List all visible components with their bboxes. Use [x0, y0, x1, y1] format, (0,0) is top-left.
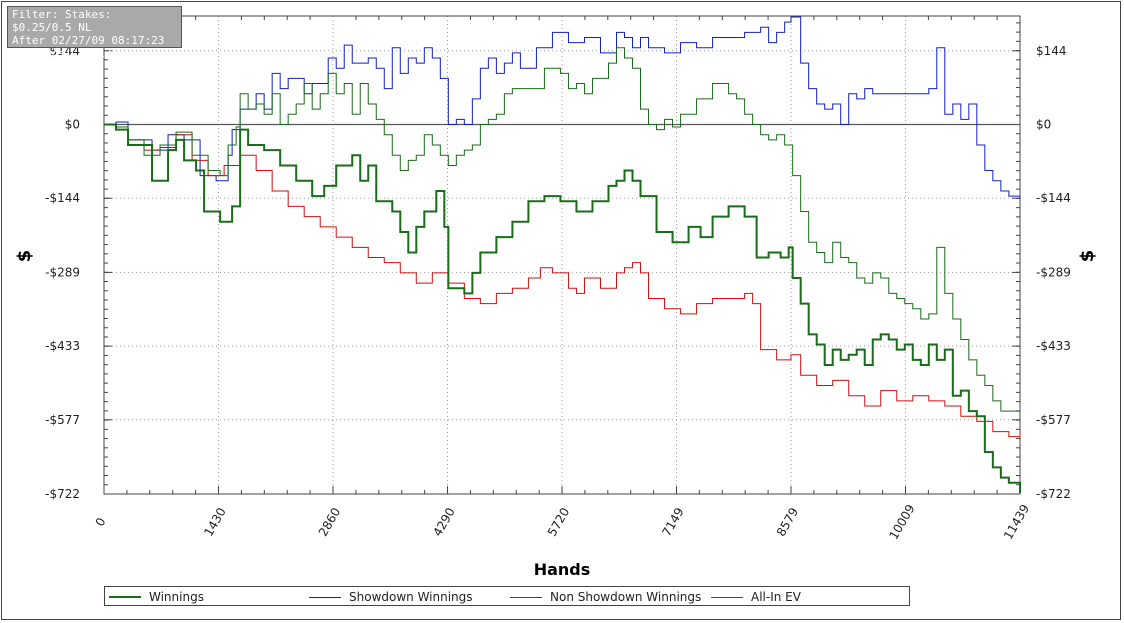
x-tick-label: 11439 — [1001, 502, 1032, 542]
y-tick-label-left: $0 — [65, 117, 80, 131]
legend-swatch-showdown-winnings — [309, 596, 341, 598]
y-tick-label-right: $0 — [1036, 117, 1051, 131]
tick-layer — [103, 16, 1021, 495]
series-winnings-line — [104, 123, 1021, 493]
x-tick-label: 8579 — [774, 505, 801, 538]
x-tick-label: 4290 — [430, 505, 457, 538]
legend-label-showdown-winnings: Showdown Winnings — [349, 590, 473, 604]
y-tick-label-right: $144 — [1036, 44, 1067, 58]
grid-layer — [104, 16, 1020, 494]
x-tick-label: 1430 — [201, 505, 228, 538]
legend-item-non-showdown-winnings: Non Showdown Winnings — [510, 589, 701, 605]
x-axis-title: Hands — [534, 560, 591, 579]
y-tick-label-left: -$577 — [45, 413, 80, 427]
y-tick-label-right: -$433 — [1036, 339, 1071, 353]
x-tick-label: 2860 — [316, 505, 343, 538]
series-layer — [104, 16, 1021, 493]
legend-item-all-in-ev: All-In EV — [711, 589, 801, 605]
legend-swatch-non-showdown-winnings — [510, 596, 542, 598]
y-axis-title-right: $ — [1077, 250, 1098, 263]
y-tick-label-left: -$289 — [45, 265, 80, 279]
y-tick-label-left: -$144 — [45, 191, 80, 205]
y-tick-label-right: -$577 — [1036, 413, 1071, 427]
x-tick-label: 10009 — [886, 502, 917, 542]
legend-swatch-winnings — [109, 596, 141, 598]
legend-swatch-all-in-ev — [711, 596, 743, 598]
series-non-showdown-winnings-line — [104, 123, 1021, 438]
plot-border — [103, 15, 1021, 495]
y-axis-title-left: $ — [14, 250, 35, 263]
y-tick-label-right: -$289 — [1036, 265, 1071, 279]
y-tick-label-left: -$722 — [45, 487, 80, 501]
y-tick-label-left: -$433 — [45, 339, 80, 353]
x-tick-label: 5720 — [545, 505, 572, 538]
x-tick-label: 0 — [93, 515, 109, 529]
label-layer: 0 1430 2860 4290 5720 7149 8579 10009 11439 $144 $… — [45, 44, 1071, 542]
legend-label-winnings: Winnings — [149, 590, 204, 604]
x-tick-label: 7149 — [659, 505, 686, 538]
series-all-in-ev-line — [104, 47, 1021, 417]
filter-date-text: After 02/27/09 08:17:23 — [12, 34, 165, 47]
y-tick-label-right: -$722 — [1036, 487, 1071, 501]
legend-item-showdown-winnings: Showdown Winnings — [309, 589, 473, 605]
legend-item-winnings: Winnings — [109, 589, 204, 605]
legend-label-all-in-ev: All-In EV — [751, 590, 801, 604]
filter-stakes-text: Filter: Stakes: $0.25/0.5 NL — [12, 8, 112, 34]
filter-winnings-text: Winnings: -$712.55 — [12, 47, 132, 60]
y-tick-label-right: -$144 — [1036, 191, 1071, 205]
series-showdown-winnings-line — [104, 16, 1021, 199]
filter-info-box: Filter: Stakes: $0.25/0.5 NL After 02/27… — [7, 6, 182, 60]
legend-label-non-showdown-winnings: Non Showdown Winnings — [550, 590, 702, 604]
chart-legend: Winnings Showdown Winnings Non Showdown … — [104, 586, 910, 606]
